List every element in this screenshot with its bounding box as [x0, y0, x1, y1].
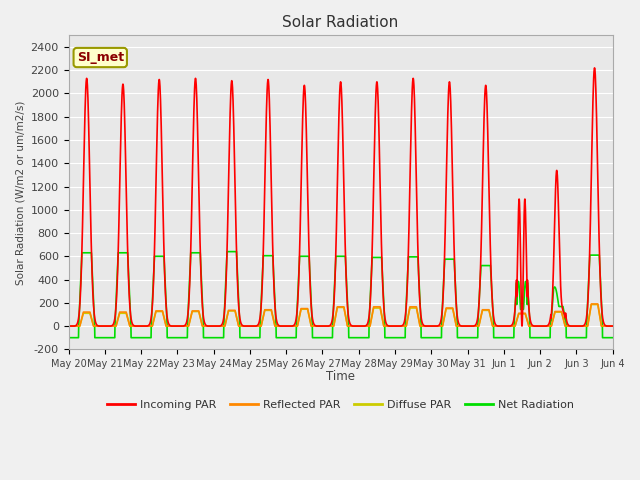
Diffuse PAR	[127, 323, 134, 329]
Incoming PAR	[159, 200, 166, 205]
Incoming PAR	[127, 312, 134, 317]
Net Radiation	[609, 335, 616, 340]
Reflected PAR	[540, 323, 547, 329]
Incoming PAR	[297, 203, 305, 208]
Reflected PAR	[127, 323, 134, 329]
Net Radiation	[273, 335, 281, 340]
Diffuse PAR	[65, 323, 72, 329]
Net Radiation	[598, 312, 606, 317]
Net Radiation	[223, 249, 231, 254]
Reflected PAR	[598, 323, 606, 329]
Incoming PAR	[65, 323, 72, 329]
Reflected PAR	[159, 310, 166, 315]
Diffuse PAR	[540, 323, 547, 329]
Line: Net Radiation: Net Radiation	[68, 252, 612, 337]
Diffuse PAR	[159, 310, 166, 316]
Net Radiation	[127, 315, 134, 321]
Reflected PAR	[273, 323, 281, 329]
Reflected PAR	[65, 323, 72, 329]
Diffuse PAR	[609, 323, 616, 329]
Diffuse PAR	[598, 323, 606, 329]
Diffuse PAR	[297, 308, 305, 314]
Incoming PAR	[591, 65, 598, 71]
Incoming PAR	[609, 323, 616, 329]
Net Radiation	[65, 335, 72, 340]
X-axis label: Time: Time	[326, 371, 355, 384]
Incoming PAR	[598, 309, 606, 315]
Incoming PAR	[540, 323, 547, 329]
Line: Incoming PAR: Incoming PAR	[68, 68, 612, 326]
Net Radiation	[297, 253, 305, 259]
Reflected PAR	[588, 301, 595, 307]
Reflected PAR	[297, 308, 305, 313]
Diffuse PAR	[588, 301, 595, 307]
Diffuse PAR	[273, 323, 281, 329]
Incoming PAR	[273, 320, 281, 325]
Text: SI_met: SI_met	[77, 51, 124, 64]
Legend: Incoming PAR, Reflected PAR, Diffuse PAR, Net Radiation: Incoming PAR, Reflected PAR, Diffuse PAR…	[102, 396, 579, 415]
Line: Diffuse PAR: Diffuse PAR	[68, 304, 612, 326]
Y-axis label: Solar Radiation (W/m2 or um/m2/s): Solar Radiation (W/m2 or um/m2/s)	[15, 100, 25, 285]
Title: Solar Radiation: Solar Radiation	[282, 15, 399, 30]
Line: Reflected PAR: Reflected PAR	[68, 304, 612, 326]
Net Radiation	[159, 253, 166, 259]
Reflected PAR	[609, 323, 616, 329]
Net Radiation	[540, 335, 547, 340]
